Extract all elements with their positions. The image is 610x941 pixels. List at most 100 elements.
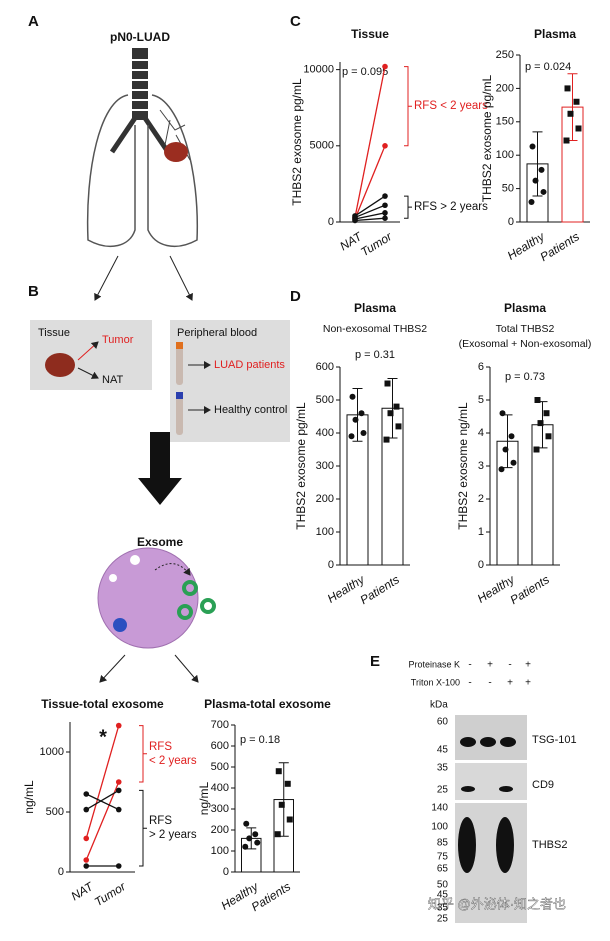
blood-box — [170, 320, 290, 442]
point — [278, 801, 285, 808]
annotation: p = 0.024 — [525, 61, 571, 73]
arrow — [169, 255, 193, 301]
point — [395, 423, 402, 430]
bracket-label: < 2 years — [149, 755, 197, 767]
bracket-label: > 2 years — [149, 829, 197, 841]
unit: kDa — [430, 700, 448, 711]
y-tick-label: 0 — [508, 216, 514, 228]
vesicle — [109, 574, 117, 582]
point — [274, 831, 281, 838]
arrow — [174, 654, 199, 683]
tube — [176, 345, 183, 385]
tube — [176, 395, 183, 435]
y-tick-label: 5 — [478, 394, 484, 406]
point — [349, 393, 356, 400]
annotation: * — [99, 726, 107, 748]
label: Tumor — [102, 334, 134, 346]
y-tick-label: 300 — [211, 803, 229, 815]
panel-label: C — [290, 13, 301, 30]
point — [387, 410, 394, 417]
annotation: p = 0.31 — [355, 349, 395, 361]
point — [352, 416, 359, 423]
y-tick-label: 0 — [58, 866, 64, 878]
marker-label: 25 — [437, 785, 449, 796]
watermark: 知乎 @外泌体·知之者也 — [428, 896, 566, 911]
panel-label: E — [370, 653, 380, 670]
x-tick-label: Patients — [538, 229, 582, 264]
point — [567, 110, 574, 117]
chart-title: Plasma — [534, 27, 576, 41]
y-axis-label: THBS2 exosome pg/mL — [290, 78, 304, 206]
point — [510, 459, 517, 466]
y-tick-label: 2 — [478, 493, 484, 505]
annotation: p = 0.18 — [240, 734, 280, 746]
marker-label: 25 — [437, 914, 449, 925]
pair-line — [354, 195, 386, 217]
point — [393, 403, 400, 410]
point — [382, 193, 388, 199]
y-tick-label: 4 — [478, 427, 484, 439]
point — [83, 835, 90, 842]
tube-cap — [176, 392, 183, 399]
label: Tissue — [38, 327, 70, 339]
pair-line — [354, 212, 386, 220]
x-tick-label: Tumor — [92, 879, 129, 909]
treatment-sign: - — [468, 660, 471, 671]
marker-label: 140 — [431, 803, 448, 814]
point — [83, 806, 90, 813]
arrow — [77, 367, 99, 379]
point — [383, 436, 390, 443]
arrow — [99, 654, 126, 683]
chart-subtitle: Total THBS2 — [496, 323, 555, 335]
point — [573, 98, 580, 105]
y-tick-label: 1 — [478, 526, 484, 538]
point — [252, 831, 259, 838]
bands — [458, 737, 516, 873]
point — [115, 787, 122, 794]
point — [382, 63, 388, 70]
error-bar — [352, 387, 363, 442]
point — [286, 816, 293, 823]
treatment-sign: + — [525, 678, 531, 689]
point — [83, 791, 90, 797]
pair-line — [85, 781, 120, 861]
point — [358, 410, 365, 417]
y-tick-label: 100 — [496, 149, 514, 161]
cell — [97, 547, 199, 649]
pair-line — [354, 66, 386, 218]
point — [83, 857, 90, 863]
y-tick-label: 0 — [223, 866, 229, 878]
chart-subtitle: (Exosomal + Non-exosomal) — [459, 338, 592, 350]
point — [540, 188, 547, 195]
y-axis-label: ng/mL — [22, 780, 36, 814]
y-tick-label: 100 — [211, 845, 229, 857]
band-label: THBS2 — [532, 839, 567, 851]
point — [115, 806, 122, 813]
y-tick-label: 100 — [316, 526, 334, 538]
point — [563, 137, 570, 144]
treatment-label: Triton X-100 — [411, 677, 460, 687]
y-tick-label: 600 — [211, 740, 229, 752]
marker-label: 85 — [437, 838, 449, 849]
annotation: p = 0.73 — [505, 371, 545, 383]
point — [575, 125, 582, 132]
y-tick-label: 10000 — [303, 64, 334, 76]
point — [360, 430, 367, 436]
y-tick-label: 150 — [496, 116, 514, 128]
point — [243, 820, 250, 827]
marker-label: 65 — [437, 864, 449, 875]
point — [83, 863, 90, 869]
arrow — [94, 255, 119, 301]
y-tick-label: 6 — [478, 361, 484, 373]
treatment-sign: + — [525, 660, 531, 671]
y-axis-label: THBS2 exosome pg/mL — [294, 402, 308, 530]
y-tick-label: 250 — [496, 49, 514, 61]
chart-title: Plasma — [504, 301, 546, 315]
point — [502, 446, 509, 453]
x-tick-label: Patients — [358, 572, 402, 607]
y-tick-label: 0 — [328, 559, 334, 571]
y-tick-label: 400 — [316, 427, 334, 439]
marker-label: 35 — [437, 763, 449, 774]
arrow — [154, 563, 191, 576]
